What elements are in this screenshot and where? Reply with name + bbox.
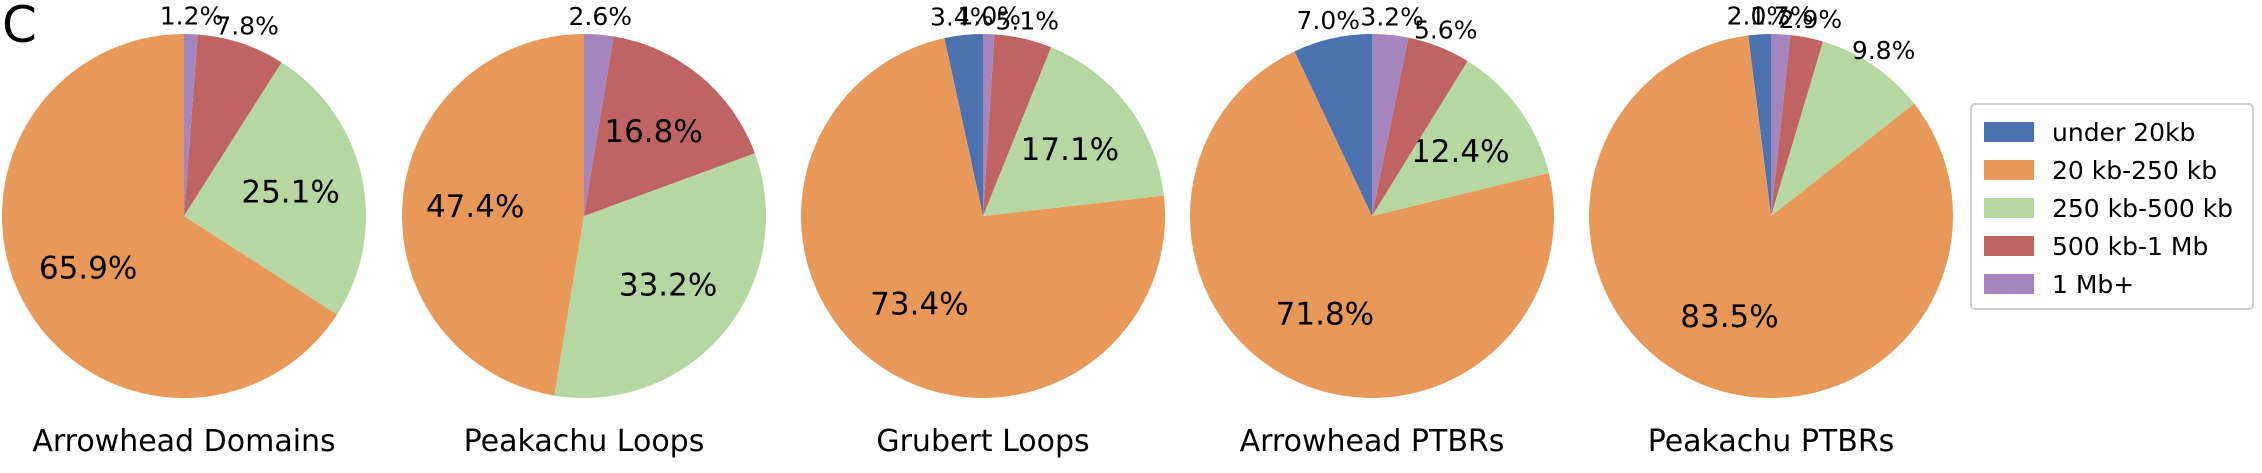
- pie-title: Arrowhead Domains: [32, 424, 335, 459]
- slice-label: 71.8%: [1276, 297, 1374, 333]
- pie-slice: [184, 34, 198, 216]
- pie-slice: [184, 34, 282, 216]
- slice-label: 3.2%: [1360, 2, 1424, 31]
- slice-label: 65.9%: [39, 250, 137, 286]
- pie-slice: [1771, 41, 1915, 217]
- legend-item-500kb-1mb: 500 kb-1 Mb: [1984, 227, 2252, 265]
- pie-slice: [1294, 34, 1372, 216]
- pie-slice: [184, 62, 366, 315]
- slice-label: 25.1%: [241, 175, 339, 211]
- pie-slice: [1748, 34, 1771, 216]
- pie-slice: [1372, 37, 1468, 216]
- legend: under 20kb 20 kb-250 kb 250 kb-500 kb 50…: [1970, 103, 2254, 310]
- pie-slice: [1771, 34, 1791, 216]
- pie-slice: [801, 38, 1166, 399]
- slice-label: 9.8%: [1852, 36, 1916, 65]
- pie-slice: [983, 34, 1052, 216]
- slice-label: 1.0%: [958, 1, 1022, 30]
- pie-slice: [983, 34, 995, 216]
- slice-label: 5.1%: [996, 6, 1060, 35]
- legend-label: 500 kb-1 Mb: [2052, 231, 2209, 261]
- slice-label: 16.8%: [604, 114, 702, 150]
- pie-slice: [1771, 35, 1823, 216]
- legend-label: 250 kb-500 kb: [2052, 193, 2234, 223]
- pie-slice: [584, 34, 614, 216]
- pie-slice: [944, 34, 983, 216]
- pie-slice: [1372, 34, 1409, 216]
- pie-slice: [983, 47, 1164, 217]
- legend-swatch: [1984, 122, 2034, 142]
- legend-label: 20 kb-250 kb: [2052, 155, 2218, 185]
- slice-label: 7.8%: [215, 12, 279, 41]
- slice-label: 1.2%: [160, 1, 224, 30]
- slice-label: 33.2%: [619, 268, 717, 304]
- pie-slice: [1589, 35, 1954, 399]
- legend-item-250kb-500kb: 250 kb-500 kb: [1984, 189, 2252, 227]
- legend-swatch: [1984, 236, 2034, 256]
- panel-label: C: [2, 0, 37, 54]
- pie-chart: 2.0% 83.5% 9.8% 2.9%1.7% Peakachu PTBRs: [1589, 2, 1954, 459]
- pie-title: Grubert Loops: [876, 424, 1089, 459]
- slice-label: 5.6%: [1414, 15, 1478, 44]
- slice-label: 1.7%: [1750, 2, 1814, 31]
- pie-title: Peakachu PTBRs: [1648, 424, 1895, 459]
- pie-chart: 65.9% 25.1% 7.8%1.2% Arrowhead Domains: [1, 1, 366, 459]
- slice-label: 3.4%: [930, 2, 994, 31]
- pie-slice: [554, 153, 767, 399]
- legend-swatch: [1984, 198, 2034, 218]
- pie-slice: [1190, 51, 1555, 398]
- slice-label: 47.4%: [426, 189, 524, 225]
- legend-swatch: [1984, 160, 2034, 180]
- slice-label: 73.4%: [870, 287, 968, 323]
- pie-slice: [1372, 61, 1549, 217]
- legend-swatch: [1984, 274, 2034, 294]
- slice-label: 2.9%: [1779, 5, 1843, 34]
- legend-item-20kb-250kb: 20 kb-250 kb: [1984, 151, 2252, 189]
- pie-title: Peakachu Loops: [464, 424, 705, 459]
- slice-label: 2.0%: [1727, 2, 1791, 31]
- pie-slice: [401, 34, 584, 396]
- legend-item-1mb-plus: 1 Mb+: [1984, 265, 2252, 303]
- slice-label: 83.5%: [1680, 299, 1778, 335]
- legend-label: 1 Mb+: [2052, 269, 2135, 299]
- pie-chart: 7.0% 71.8% 12.4% 5.6%3.2% Arrowhead PTBRs: [1190, 2, 1555, 459]
- legend-item-under-20kb: under 20kb: [1984, 113, 2252, 151]
- slice-label: 7.0%: [1297, 6, 1361, 35]
- pie-title: Arrowhead PTBRs: [1240, 424, 1505, 459]
- pie-slice: [1, 34, 338, 399]
- pie-slice: [584, 36, 755, 216]
- slice-label: 12.4%: [1411, 134, 1509, 170]
- pie-chart: 3.4% 73.4% 17.1% 5.1%1.0% Grubert Loops: [801, 1, 1166, 459]
- pie-chart: 47.4% 33.2% 16.8% 2.6% Peakachu Loops: [401, 2, 767, 459]
- legend-label: under 20kb: [2052, 117, 2196, 147]
- slice-label: 2.6%: [569, 2, 633, 31]
- slice-label: 17.1%: [1021, 132, 1119, 168]
